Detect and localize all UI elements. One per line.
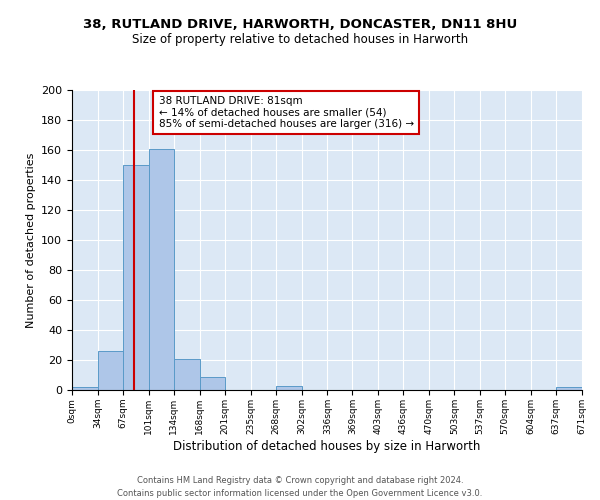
- Bar: [149, 148, 174, 390]
- Bar: [556, 387, 582, 390]
- Bar: [98, 351, 123, 390]
- Bar: [174, 358, 200, 390]
- Bar: [123, 165, 149, 390]
- Text: 38, RUTLAND DRIVE, HARWORTH, DONCASTER, DN11 8HU: 38, RUTLAND DRIVE, HARWORTH, DONCASTER, …: [83, 18, 517, 30]
- Text: Size of property relative to detached houses in Harworth: Size of property relative to detached ho…: [132, 32, 468, 46]
- Bar: [275, 386, 302, 390]
- X-axis label: Distribution of detached houses by size in Harworth: Distribution of detached houses by size …: [173, 440, 481, 452]
- Text: Contains HM Land Registry data © Crown copyright and database right 2024.
Contai: Contains HM Land Registry data © Crown c…: [118, 476, 482, 498]
- Y-axis label: Number of detached properties: Number of detached properties: [26, 152, 35, 328]
- Bar: [72, 387, 98, 390]
- Bar: [200, 376, 225, 390]
- Text: 38 RUTLAND DRIVE: 81sqm
← 14% of detached houses are smaller (54)
85% of semi-de: 38 RUTLAND DRIVE: 81sqm ← 14% of detache…: [158, 96, 414, 129]
